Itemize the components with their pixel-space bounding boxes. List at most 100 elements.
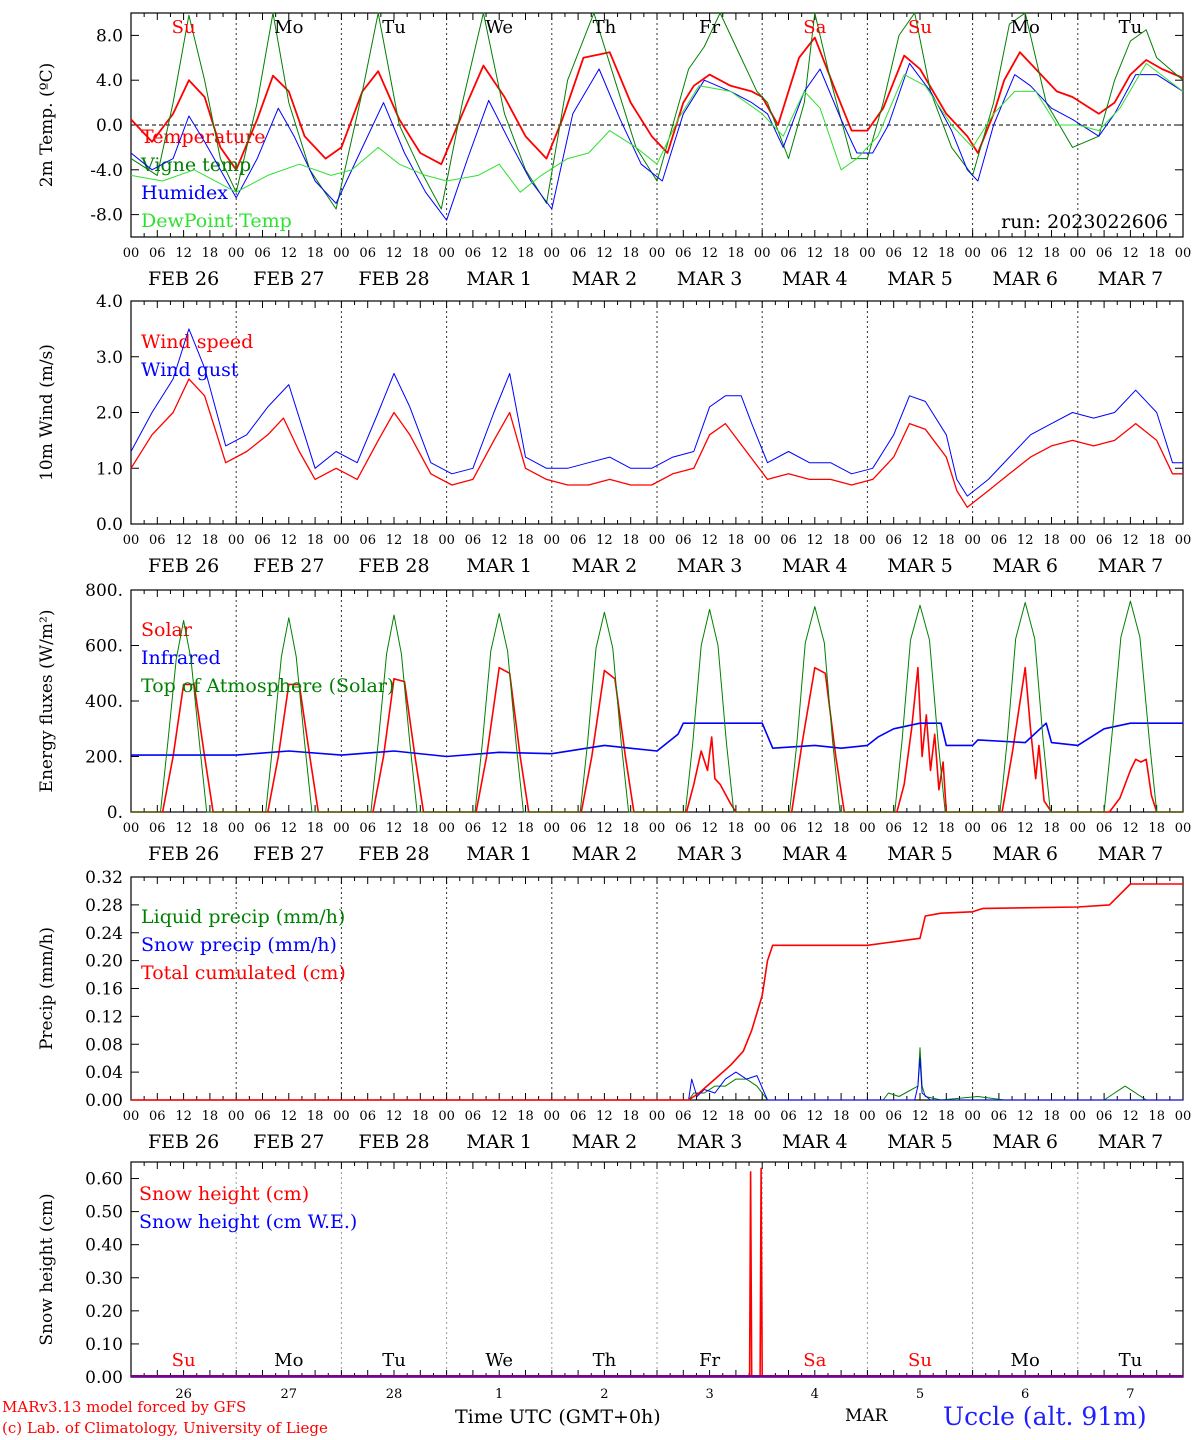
- weekday-label: Th: [593, 1350, 617, 1371]
- hour-tick-label: 06: [465, 533, 482, 548]
- hour-tick-label: 18: [622, 533, 639, 548]
- hour-tick-label: 00: [649, 246, 666, 261]
- date-label: MAR 2: [572, 1131, 638, 1153]
- legend-entry: Top of Atmosphere (Solar): [141, 675, 394, 697]
- weekday-label: Fr: [699, 17, 720, 38]
- hour-tick-label: 06: [991, 246, 1008, 261]
- hour-tick-label: 12: [1122, 1109, 1139, 1124]
- date-label: MAR 5: [887, 555, 953, 577]
- hour-tick-label: 12: [807, 1109, 824, 1124]
- hour-tick-label: 00: [333, 533, 350, 548]
- date-label: MAR 7: [1098, 268, 1164, 290]
- hour-tick-label: 00: [859, 246, 876, 261]
- date-label: MAR 5: [887, 1131, 953, 1153]
- hour-tick-label: 06: [359, 1109, 376, 1124]
- hour-tick-label: 18: [307, 533, 324, 548]
- hour-tick-label: 12: [596, 1109, 613, 1124]
- series-line-humidex: [130, 62, 1184, 221]
- hour-tick-label: 00: [1070, 246, 1087, 261]
- date-label: MAR 3: [677, 1131, 743, 1153]
- hour-tick-label: 12: [175, 1109, 192, 1124]
- weekday-label: Mo: [274, 17, 303, 38]
- day-number-label: 7: [1126, 1387, 1134, 1402]
- hour-tick-label: 00: [544, 533, 561, 548]
- hour-tick-label: 12: [701, 246, 718, 261]
- date-label: FEB 27: [253, 268, 324, 290]
- y-tick-label: 4.0: [96, 292, 123, 312]
- hour-tick-label: 12: [1122, 821, 1139, 836]
- weekday-label: Su: [908, 1350, 932, 1371]
- hour-tick-label: 06: [570, 1109, 587, 1124]
- date-label: FEB 26: [148, 555, 219, 577]
- hour-tick-label: 06: [254, 246, 271, 261]
- hour-tick-label: 12: [1017, 1109, 1034, 1124]
- legend-entry: Snow height (cm): [139, 1183, 309, 1205]
- hour-tick-label: 18: [517, 246, 534, 261]
- hour-tick-label: 18: [1148, 821, 1165, 836]
- hour-tick-label: 12: [386, 533, 403, 548]
- hour-tick-label: 00: [859, 821, 876, 836]
- hour-tick-label: 06: [465, 1109, 482, 1124]
- series-line-wind-speed: [130, 378, 1183, 508]
- legend-entry: Vigne temp: [140, 154, 251, 176]
- weekday-label: Tu: [382, 17, 406, 38]
- legend-entry: Infrared: [141, 647, 221, 669]
- series-line-dewpoint-temp: [130, 62, 1184, 193]
- hour-tick-label: 18: [938, 821, 955, 836]
- hour-tick-label: 12: [596, 246, 613, 261]
- date-label: FEB 28: [358, 555, 429, 577]
- hour-tick-label: 06: [885, 533, 902, 548]
- hour-tick-label: 12: [1017, 821, 1034, 836]
- legend-entry: Wind speed: [141, 331, 253, 353]
- hour-tick-label: 18: [622, 821, 639, 836]
- hour-tick-label: 06: [254, 1109, 271, 1124]
- y-axis-label: Snow height (cm): [37, 1193, 57, 1345]
- hour-tick-label: 06: [1096, 1109, 1113, 1124]
- hour-tick-label: 00: [544, 1109, 561, 1124]
- hour-tick-label: 00: [1175, 246, 1192, 261]
- lab-credit: (c) Lab. of Climatology, University of L…: [2, 1419, 328, 1437]
- hour-tick-label: 00: [123, 246, 140, 261]
- hour-tick-label: 18: [622, 246, 639, 261]
- weekday-label: We: [485, 17, 513, 38]
- y-tick-label: 0.20: [85, 1302, 123, 1322]
- hour-tick-label: 00: [964, 246, 981, 261]
- hour-tick-label: 00: [1175, 533, 1192, 548]
- hour-tick-label: 18: [728, 821, 745, 836]
- hour-tick-label: 00: [649, 821, 666, 836]
- hour-tick-label: 00: [228, 821, 245, 836]
- y-tick-label: 0.30: [85, 1269, 123, 1289]
- hour-tick-label: 06: [570, 246, 587, 261]
- hour-tick-label: 00: [859, 533, 876, 548]
- weekday-label: We: [485, 1350, 513, 1371]
- hour-tick-label: 00: [438, 246, 455, 261]
- y-tick-label: 4.0: [96, 71, 123, 91]
- weekday-label: Sa: [803, 1350, 826, 1371]
- hour-tick-label: 18: [833, 1109, 850, 1124]
- hour-tick-label: 12: [1122, 533, 1139, 548]
- hour-tick-label: 12: [491, 533, 508, 548]
- series-line-infrared: [131, 722, 1183, 758]
- hour-tick-label: 18: [517, 821, 534, 836]
- legend-entry: Wind gust: [141, 359, 239, 381]
- hour-tick-label: 18: [307, 246, 324, 261]
- hour-tick-label: 18: [833, 533, 850, 548]
- hour-tick-label: 12: [281, 1109, 298, 1124]
- hour-tick-label: 18: [412, 533, 429, 548]
- hour-tick-label: 12: [386, 1109, 403, 1124]
- y-axis-label: Precip (mm/h): [37, 927, 57, 1050]
- y-tick-label: 200.: [85, 748, 123, 768]
- date-label: FEB 28: [358, 843, 429, 865]
- hour-tick-label: 18: [728, 1109, 745, 1124]
- hour-tick-label: 00: [438, 821, 455, 836]
- hour-tick-label: 06: [780, 821, 797, 836]
- y-tick-label: 400.: [85, 692, 123, 712]
- legend-entry: DewPoint Temp: [141, 210, 292, 232]
- hour-tick-label: 00: [438, 1109, 455, 1124]
- day-number-label: 3: [705, 1387, 713, 1402]
- hour-tick-label: 00: [649, 1109, 666, 1124]
- weekday-label: Mo: [274, 1350, 303, 1371]
- y-tick-label: -8.0: [90, 206, 123, 226]
- hour-tick-label: 00: [649, 533, 666, 548]
- run-label: run: 2023022606: [1001, 211, 1168, 233]
